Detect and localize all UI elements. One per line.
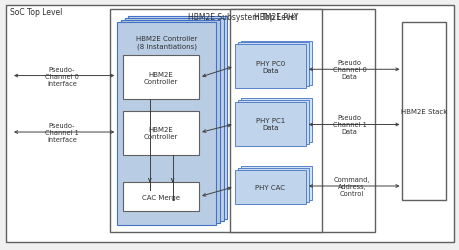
Bar — [237, 101, 308, 144]
Text: PHY CAC: PHY CAC — [255, 184, 285, 190]
Bar — [110, 10, 374, 232]
Text: Pseudo
Channel 1
Data: Pseudo Channel 1 Data — [332, 115, 366, 135]
Text: CAC Merge: CAC Merge — [142, 194, 180, 200]
Bar — [241, 166, 312, 200]
Text: HBM2E Subsystem Top Level: HBM2E Subsystem Top Level — [188, 12, 297, 22]
Bar — [230, 10, 321, 232]
Bar — [123, 56, 199, 100]
Bar — [124, 18, 223, 221]
Text: Pseudo-
Channel 1
Interface: Pseudo- Channel 1 Interface — [45, 122, 79, 142]
Bar — [241, 42, 312, 85]
Bar — [121, 20, 219, 223]
Text: HBM2E
Controller: HBM2E Controller — [144, 127, 178, 140]
Bar — [234, 45, 305, 89]
Bar — [237, 168, 308, 202]
Bar — [128, 16, 227, 219]
Bar — [123, 182, 199, 211]
Text: Command,
Address,
Control: Command, Address, Control — [333, 176, 369, 196]
Bar — [234, 102, 305, 146]
Bar — [117, 22, 216, 225]
Text: PHY PC1
Data: PHY PC1 Data — [255, 118, 284, 131]
Text: HBM2E Stack: HBM2E Stack — [400, 108, 447, 114]
Bar — [402, 22, 445, 200]
Bar — [123, 111, 199, 155]
Text: PHY PC0
Data: PHY PC0 Data — [255, 60, 284, 73]
Text: HBM2E
Controller: HBM2E Controller — [144, 72, 178, 85]
Text: HBM2E PHY: HBM2E PHY — [253, 12, 297, 22]
Text: SoC Top Level: SoC Top Level — [10, 8, 62, 16]
Text: Pseudo-
Channel 0
Interface: Pseudo- Channel 0 Interface — [45, 66, 79, 86]
Text: Pseudo
Channel 0
Data: Pseudo Channel 0 Data — [332, 60, 366, 80]
Bar — [241, 99, 312, 143]
Text: HBM2E Controller
(8 Instantiations): HBM2E Controller (8 Instantiations) — [136, 36, 197, 50]
Bar — [234, 170, 305, 204]
Bar — [237, 43, 308, 87]
